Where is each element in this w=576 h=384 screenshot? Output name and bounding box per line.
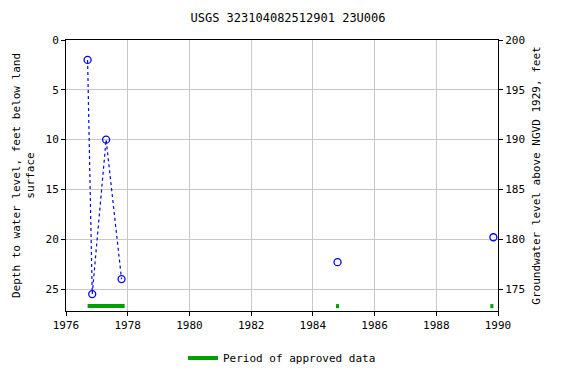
svg-text:1980: 1980 <box>176 319 203 332</box>
svg-text:Depth to water level, feet bel: Depth to water level, feet below landsur… <box>10 53 37 298</box>
svg-text:5: 5 <box>52 84 59 97</box>
svg-text:25: 25 <box>46 283 59 296</box>
svg-text:USGS 323104082512901 23U006: USGS 323104082512901 23U006 <box>190 11 385 25</box>
svg-text:15: 15 <box>46 183 59 196</box>
svg-text:190: 190 <box>505 133 525 146</box>
svg-text:20: 20 <box>46 233 59 246</box>
svg-text:180: 180 <box>505 233 525 246</box>
svg-text:200: 200 <box>505 34 525 47</box>
svg-text:1988: 1988 <box>423 319 450 332</box>
svg-text:1978: 1978 <box>114 319 140 332</box>
svg-text:175: 175 <box>505 283 525 296</box>
svg-text:Groundwater level above NGVD 1: Groundwater level above NGVD 1929, feet <box>530 46 543 304</box>
svg-text:Period of approved data: Period of approved data <box>223 352 375 365</box>
svg-text:195: 195 <box>505 84 525 97</box>
svg-text:1982: 1982 <box>238 319 265 332</box>
svg-text:0: 0 <box>52 34 59 47</box>
svg-text:185: 185 <box>505 183 525 196</box>
svg-text:10: 10 <box>46 133 59 146</box>
svg-text:1986: 1986 <box>361 319 388 332</box>
svg-text:1984: 1984 <box>300 319 327 332</box>
svg-text:1990: 1990 <box>485 319 512 332</box>
svg-text:1976: 1976 <box>53 319 80 332</box>
